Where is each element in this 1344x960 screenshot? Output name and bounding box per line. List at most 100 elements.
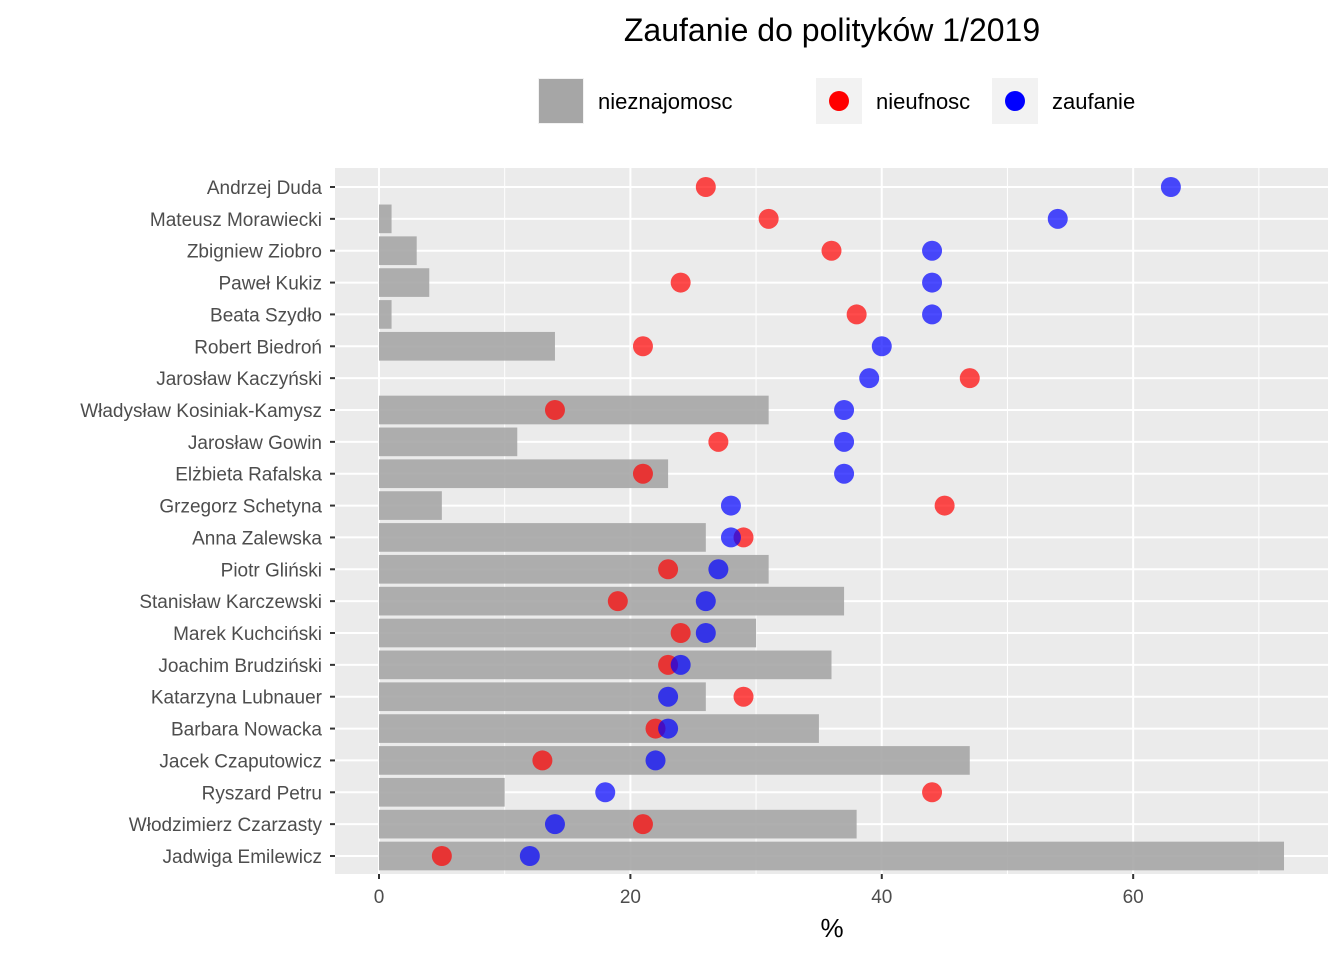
point-nieufnosc [846,304,867,325]
y-tick-label: Elżbieta Rafalska [175,465,322,486]
bar-nieznajomosc [378,618,757,648]
y-axis: Andrzej Duda Mateusz Morawiecki Zbigniew Z… [80,178,335,868]
legend-label-nieufnosc: nieufnosc [876,89,970,114]
point-zaufanie [922,272,943,293]
y-tick-label: Marek Kuchciński [173,624,322,645]
legend-key-nieznajomosc [539,79,583,123]
y-tick-label: Zbigniew Ziobro [187,242,322,263]
point-nieufnosc [934,495,955,516]
bar-nieznajomosc [378,523,706,552]
point-nieufnosc [632,814,653,835]
bar-nieznajomosc [378,777,505,807]
point-zaufanie [834,463,855,484]
point-zaufanie [834,400,855,420]
x-tick-label: 40 [871,887,892,908]
x-axis-title: % [820,913,843,943]
y-tick-label: Jarosław Gowin [188,433,322,454]
legend-key-zaufanie [1005,91,1025,111]
legend-key-nieufnosc [829,91,849,111]
bar-nieznajomosc [378,746,970,775]
y-tick-label: Jarosław Kaczyński [156,369,322,390]
bar-nieznajomosc [378,841,1285,871]
y-tick-label: Grzegorz Schetyna [159,497,322,518]
y-tick-label: Stanisław Karczewski [139,592,322,613]
point-nieufnosc [733,686,754,707]
y-tick-label: Barbara Nowacka [171,720,322,741]
point-nieufnosc [670,272,691,293]
bar-nieznajomosc [378,268,430,297]
point-nieufnosc [632,336,653,357]
y-tick-label: Jadwiga Emilewicz [163,847,322,868]
bar-nieznajomosc [378,809,857,839]
bar-nieznajomosc [378,714,819,743]
bar-nieznajomosc [378,491,442,520]
bar-nieznajomosc [378,331,555,361]
point-zaufanie [695,623,716,643]
point-zaufanie [595,782,616,803]
y-tick-label: Ryszard Petru [202,783,322,804]
x-tick-label: 0 [374,887,385,908]
point-nieufnosc [758,208,779,229]
bar-nieznajomosc [378,300,392,329]
x-axis: 0 20 40 60 [374,874,1144,908]
bar-nieznajomosc [378,204,392,234]
point-nieufnosc [695,177,716,197]
legend: nieznajomosc nieufnosc zaufanie [538,78,1135,124]
bar-nieznajomosc [378,236,417,266]
y-tick-label: Katarzyna Lubnauer [151,688,323,709]
point-nieufnosc [532,750,553,771]
point-zaufanie [922,304,943,325]
point-nieufnosc [708,431,729,452]
y-tick-label: Anna Zalewska [192,528,322,549]
point-nieufnosc [658,559,679,580]
point-zaufanie [658,718,679,739]
point-nieufnosc [821,240,842,261]
point-nieufnosc [959,368,980,389]
y-tick-label: Beata Szydło [210,305,322,326]
point-nieufnosc [922,782,943,803]
y-tick-label: Władysław Kosiniak-Kamysz [80,401,322,422]
chart-title: Zaufanie do polityków 1/2019 [624,12,1040,48]
x-tick-label: 20 [620,887,641,908]
point-zaufanie [871,336,892,357]
point-nieufnosc [544,400,565,420]
y-tick-label: Mateusz Morawiecki [150,210,322,231]
point-zaufanie [645,750,666,771]
grid [335,168,1328,874]
y-tick-label: Andrzej Duda [207,178,323,199]
point-zaufanie [859,368,880,389]
y-tick-label: Piotr Gliński [221,560,322,581]
bar-nieznajomosc [378,650,832,680]
point-zaufanie [670,654,691,675]
y-tick-label: Jacek Czaputowicz [159,751,322,772]
point-zaufanie [720,495,741,516]
bar-nieznajomosc [378,554,769,584]
point-nieufnosc [632,463,653,484]
legend-label-zaufanie: zaufanie [1052,89,1135,114]
point-zaufanie [695,591,716,612]
point-zaufanie [544,814,565,835]
point-zaufanie [1047,208,1068,229]
point-zaufanie [708,559,729,580]
y-tick-label: Robert Biedroń [194,337,322,358]
point-zaufanie [922,240,943,261]
points [431,177,1181,866]
bar-nieznajomosc [378,395,769,425]
bar-nieznajomosc [378,427,518,457]
point-nieufnosc [607,591,628,612]
point-nieufnosc [670,623,691,643]
y-tick-label: Paweł Kukiz [219,274,323,295]
y-tick-label: Joachim Brudziński [158,656,322,677]
point-zaufanie [720,527,741,548]
bar-nieznajomosc [378,459,669,489]
point-zaufanie [1160,177,1181,197]
point-zaufanie [834,431,855,452]
point-zaufanie [519,846,540,866]
bars-nieznajomosc [378,204,1285,871]
point-nieufnosc [431,846,452,866]
bar-nieznajomosc [378,682,706,712]
legend-label-nieznajomosc: nieznajomosc [598,89,733,114]
y-tick-label: Włodzimierz Czarzasty [129,815,323,836]
x-tick-label: 60 [1123,887,1144,908]
